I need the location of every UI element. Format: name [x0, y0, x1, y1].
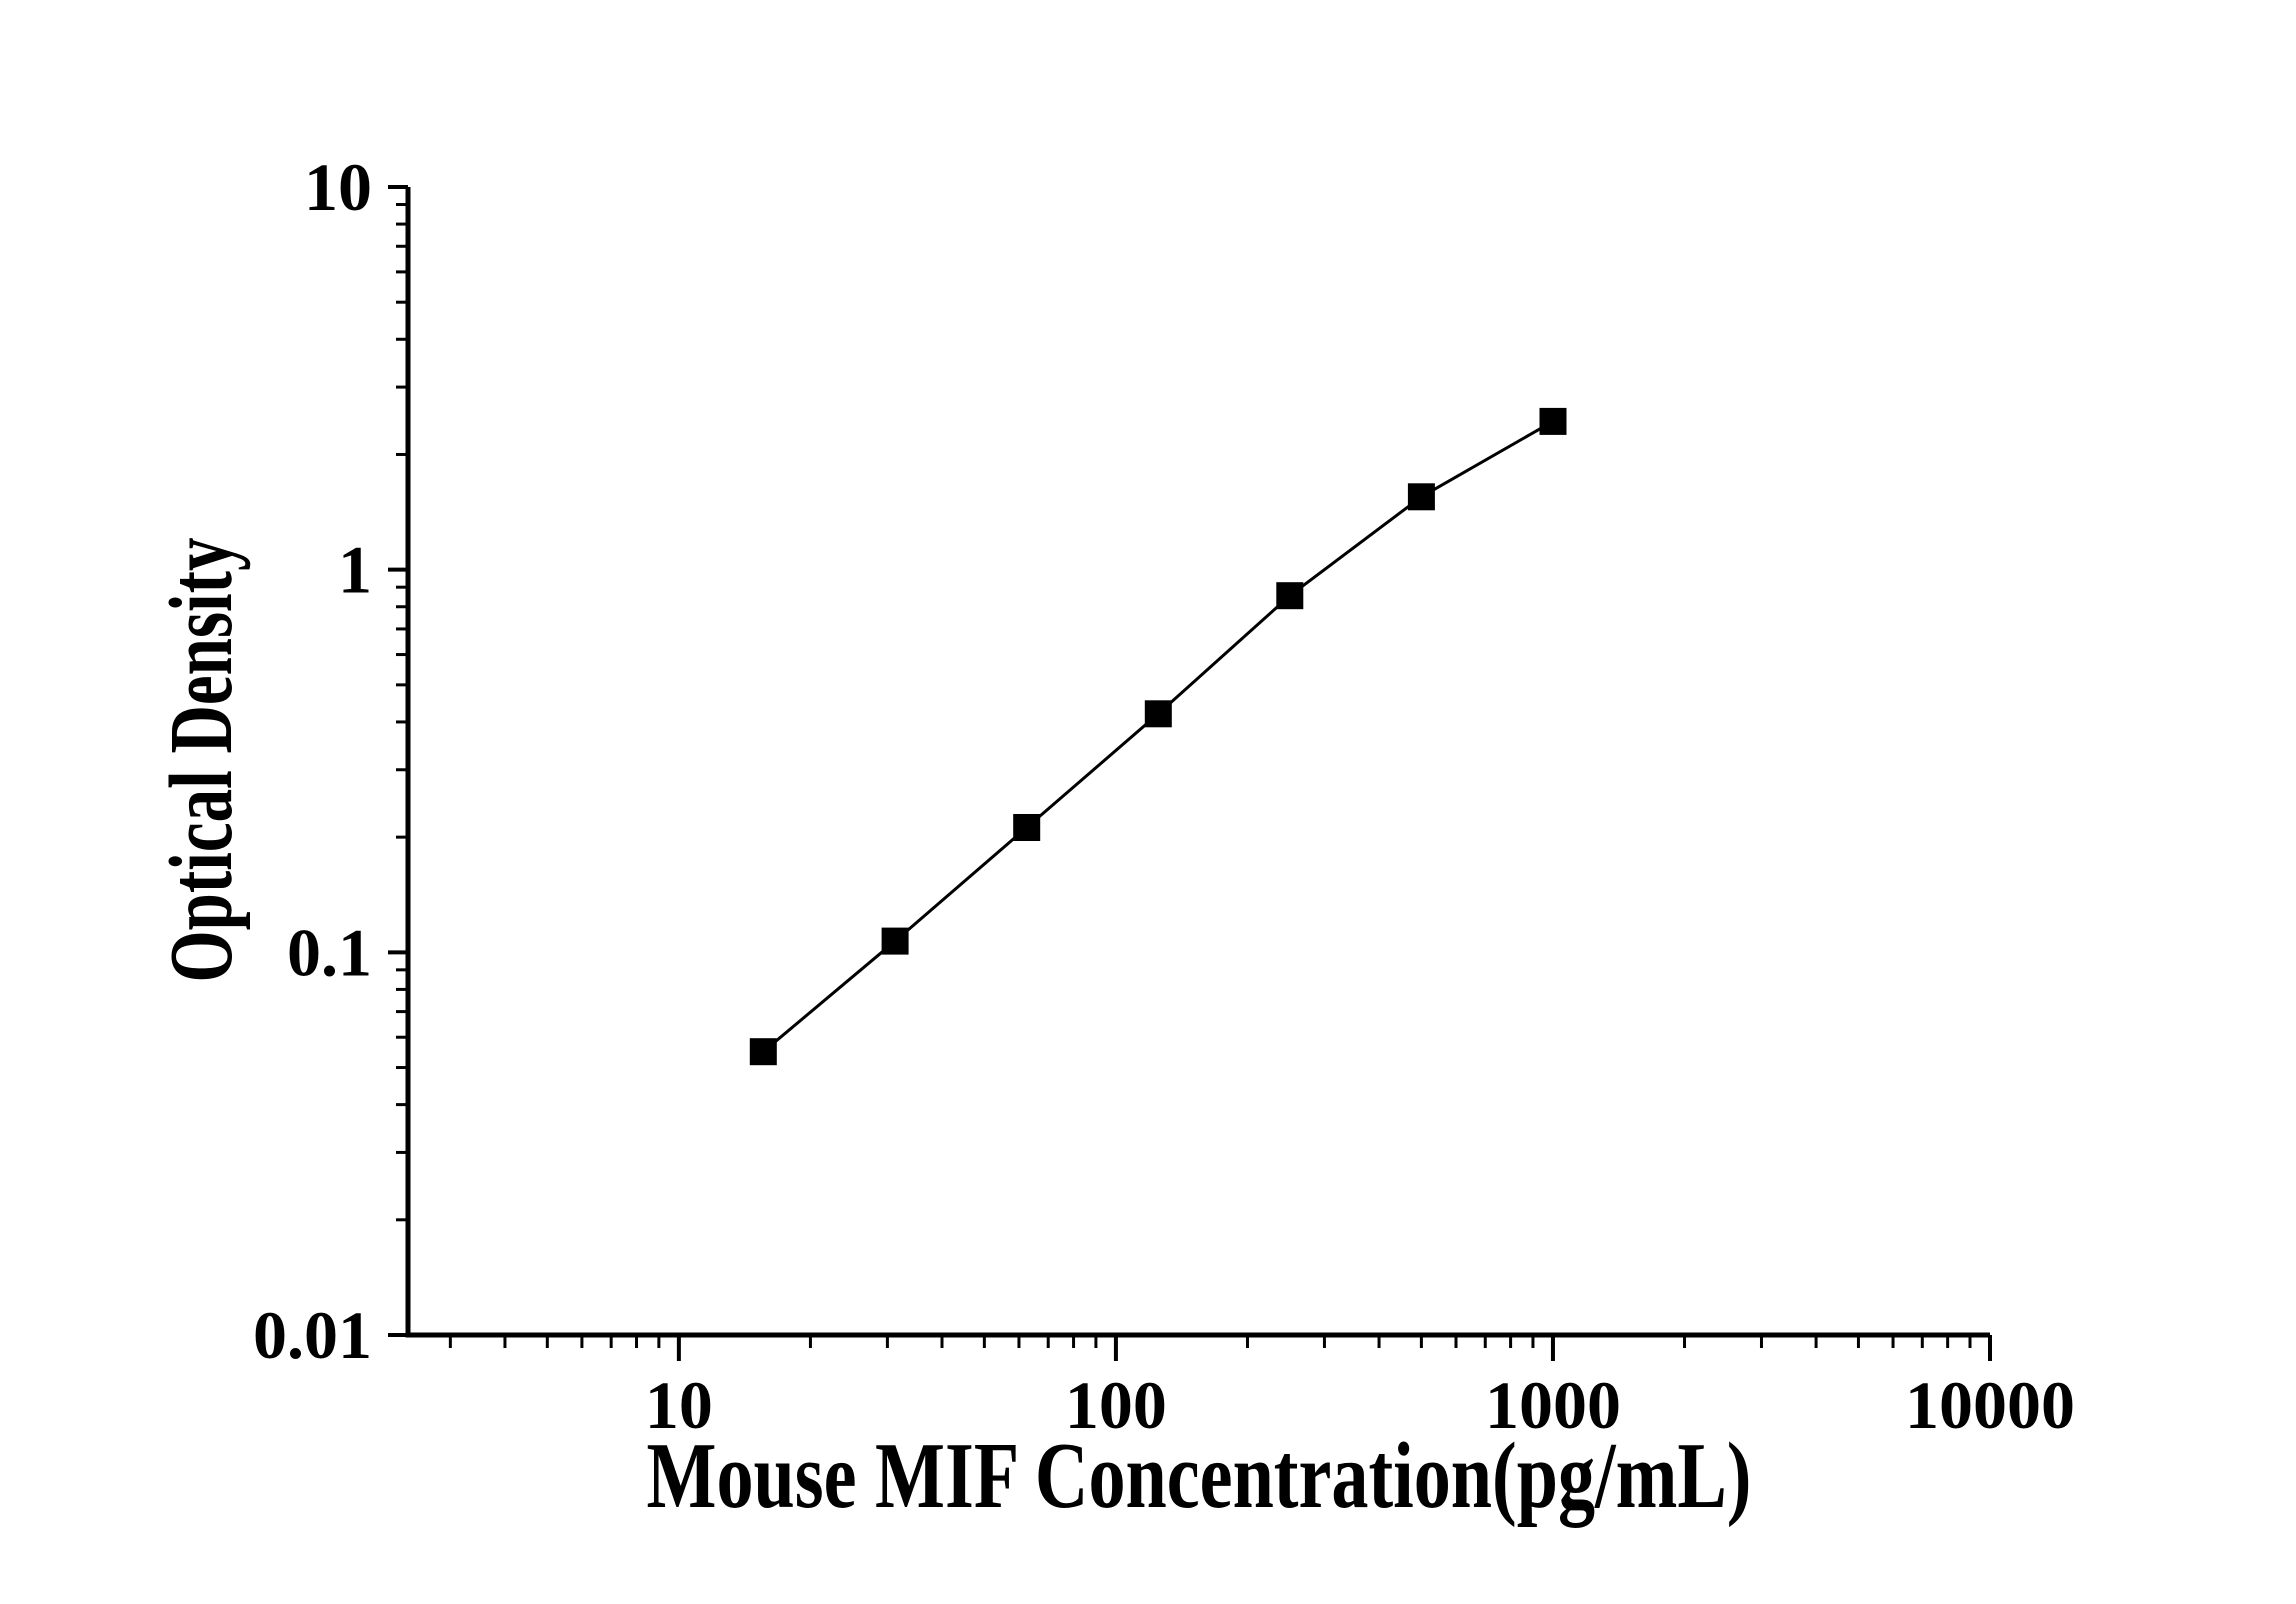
x-tick-label-1000: 1000 — [1485, 1367, 1621, 1443]
x-axis-title: Mouse MIF Concentration(pg/mL) — [647, 1424, 1752, 1528]
x-axis: 10 100 1000 10000 — [405, 1332, 2075, 1443]
data-point-marker — [749, 1038, 777, 1066]
data-point-marker — [1539, 407, 1567, 435]
data-point-marker — [1276, 582, 1304, 610]
x-tick-label-100: 100 — [1065, 1367, 1167, 1443]
data-point-marker — [1013, 814, 1041, 841]
data-point-marker — [1407, 483, 1435, 511]
y-tick-label-0.01: 0.01 — [253, 1297, 372, 1373]
x-tick-label-10: 10 — [645, 1367, 713, 1443]
y-tick-label-0.1: 0.1 — [287, 914, 372, 990]
standard-curve-line — [762, 420, 1554, 1053]
y-tick-label-1: 1 — [338, 532, 372, 608]
data-point-marker — [881, 927, 909, 955]
data-point-marker — [1144, 700, 1172, 728]
y-axis: 10 1 0.1 0.01 — [253, 149, 411, 1373]
series-standard-curve — [749, 407, 1567, 1066]
y-tick-label-10: 10 — [304, 149, 372, 225]
x-tick-label-10000: 10000 — [1905, 1367, 2075, 1443]
y-axis-title: Optical Density — [152, 538, 251, 983]
